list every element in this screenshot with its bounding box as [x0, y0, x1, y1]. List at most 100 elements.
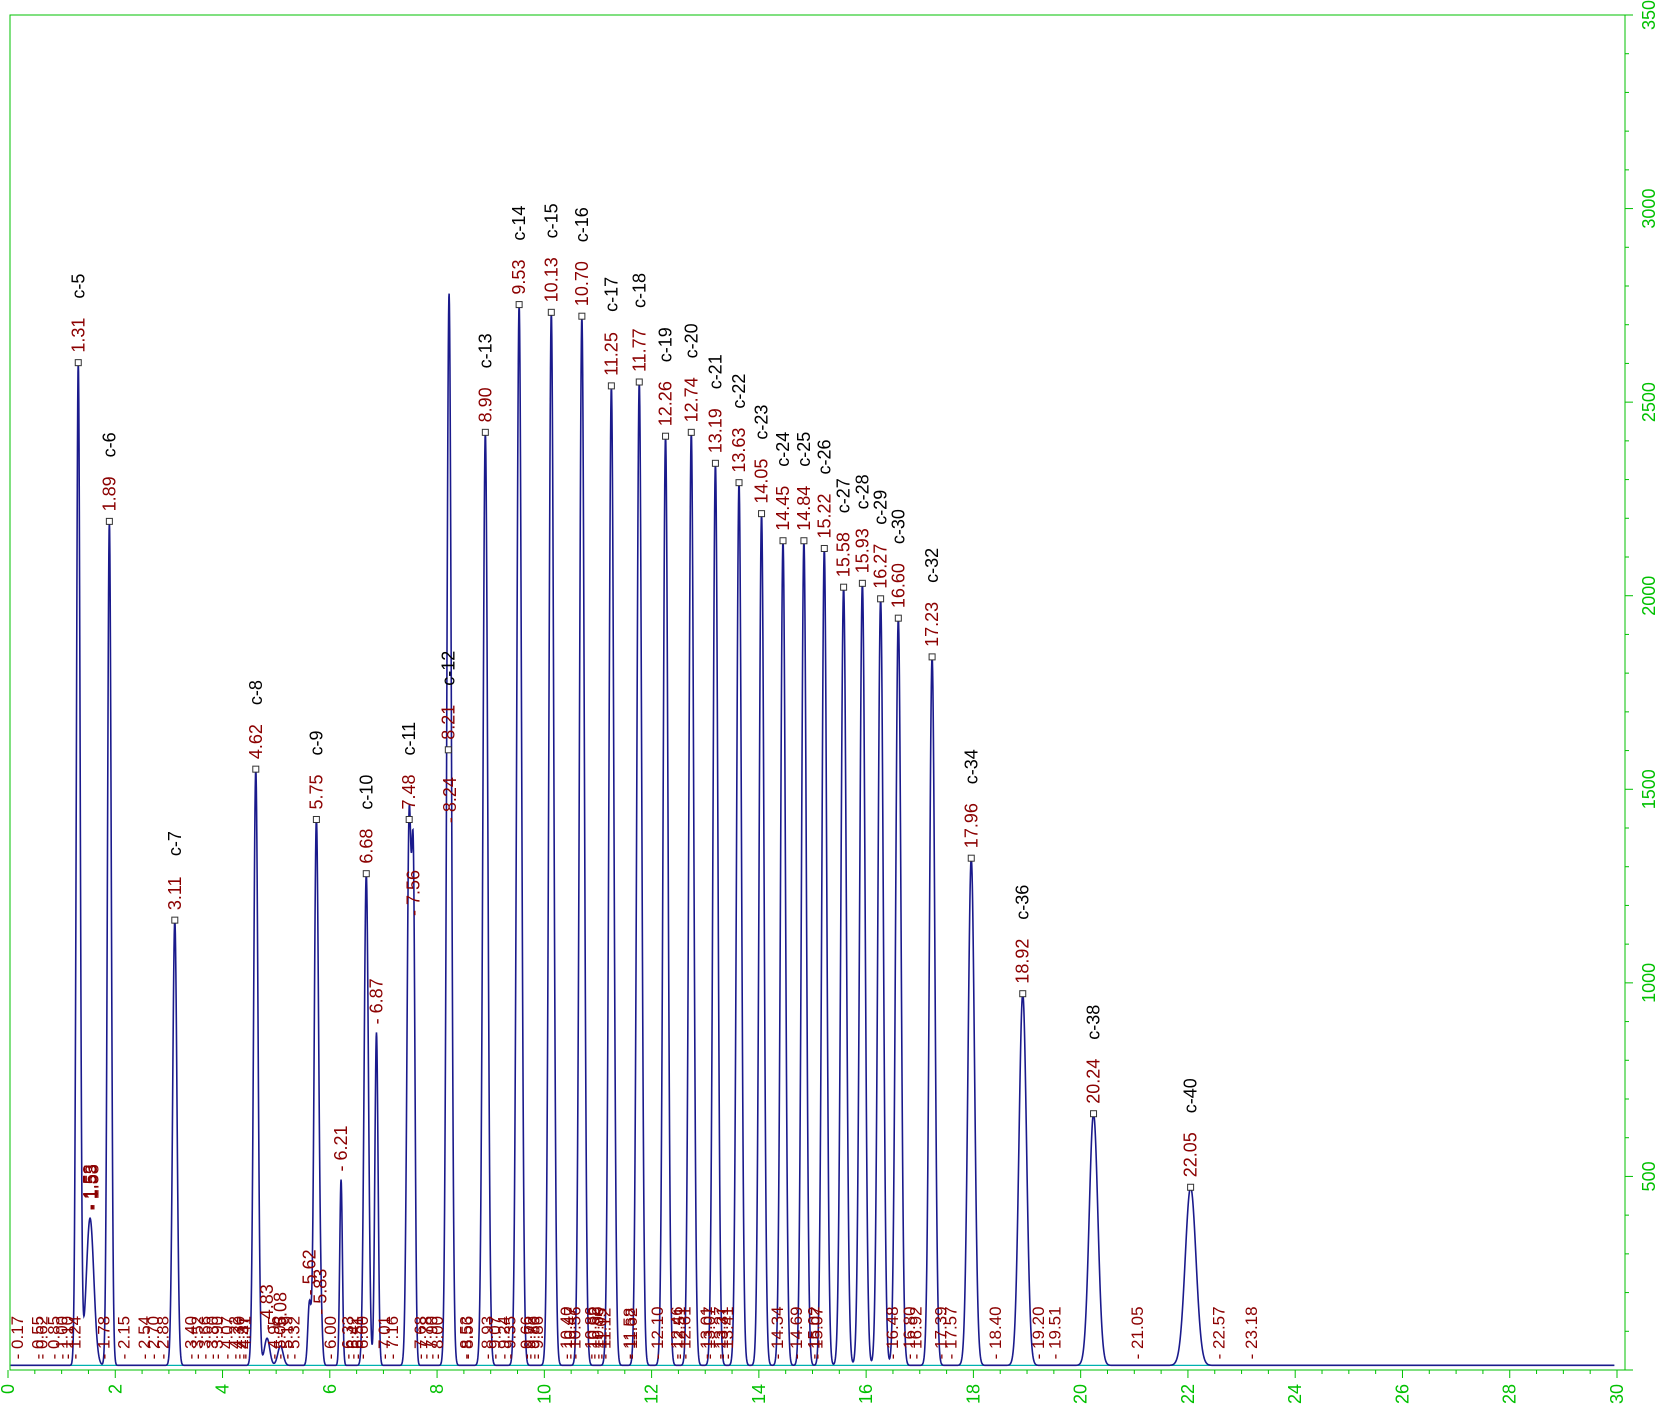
- minor-peak-label: - 8.00: [428, 1316, 447, 1359]
- peak-rt-label: 9.53: [509, 260, 529, 295]
- peak-apex-marker: [967, 854, 975, 862]
- peak-apex-marker: [1019, 990, 1027, 998]
- x-tick-label: 22: [1178, 1384, 1198, 1404]
- minor-peak-label: - 6.00: [321, 1316, 340, 1359]
- peak-rt-label: 17.96: [961, 803, 981, 848]
- peak-name-label: c-10: [356, 775, 376, 810]
- peak-rt-label: 12.26: [656, 381, 676, 426]
- minor-peak-label: - 10.99: [588, 1306, 607, 1359]
- peak-apex-marker: [312, 815, 320, 823]
- peak-name-label: c-8: [246, 680, 266, 705]
- peak-markers: [74, 301, 1195, 1191]
- peak-name-label: c-34: [961, 749, 981, 784]
- minor-peak-label: - 4.30: [230, 1316, 249, 1359]
- peak-name-label: c-18: [629, 273, 649, 308]
- peak-name-label: c-28: [852, 474, 872, 509]
- minor-peak-label: - 3.90: [208, 1316, 227, 1359]
- y-tick-label: 3000: [1639, 189, 1659, 229]
- x-tick-label: 26: [1392, 1384, 1412, 1404]
- peak-name-label: c-11: [399, 722, 419, 756]
- peak-apex-marker: [1187, 1183, 1195, 1191]
- minor-peak-label: - 19.20: [1029, 1306, 1048, 1359]
- peak-rt-label: 6.68: [356, 829, 376, 864]
- minor-peak-label: - 13.07: [700, 1306, 719, 1359]
- minor-peak-label: - 23.18: [1242, 1306, 1261, 1359]
- y-tick-label: 2000: [1639, 576, 1659, 616]
- peak-rt-label: 1.89: [99, 476, 119, 511]
- peak-rt-label: - 4.83: [257, 1284, 277, 1330]
- minor-peak-label: - 11.05: [592, 1308, 611, 1360]
- minor-peak-label: - 17.39: [932, 1306, 951, 1359]
- peak-rt-label: - 1.55: [81, 1164, 101, 1210]
- minor-peak-label: - 5.32: [284, 1316, 303, 1359]
- x-tick-label: 10: [534, 1384, 554, 1404]
- peak-rt-label: 1.31: [68, 318, 88, 353]
- minor-peak-label: - 15.02: [805, 1306, 824, 1359]
- minor-peak-label: - 16.80: [900, 1306, 919, 1359]
- minor-peak-label: - 11.12: [595, 1308, 614, 1360]
- peak-rt-label: - 7.56: [403, 870, 423, 916]
- peak-apex-marker: [635, 378, 643, 386]
- peak-apex-marker: [444, 746, 452, 754]
- minor-peak-label: - 2.70: [144, 1316, 163, 1359]
- peak-rt-label: 3.11: [165, 876, 185, 910]
- peak-rt-label: 22.05: [1181, 1132, 1201, 1177]
- peak-apex-marker: [820, 544, 828, 552]
- peak-name-label: c-32: [922, 548, 942, 583]
- peak-apex-marker: [405, 815, 413, 823]
- minor-peak-label: - 9.07: [485, 1316, 504, 1359]
- minor-peak-label: - 8.53: [456, 1316, 475, 1359]
- x-tick-label: 2: [105, 1384, 125, 1394]
- peak-name-label: c-23: [752, 405, 772, 440]
- minor-peak-label: - 3.52: [188, 1316, 207, 1359]
- peak-rt-label: - 5.62: [299, 1249, 319, 1295]
- peak-name-label: c-9: [306, 730, 326, 755]
- minor-peak-label: - 8.56: [458, 1316, 477, 1359]
- peak-apex-marker: [515, 301, 523, 309]
- peak-apex-marker: [779, 537, 787, 545]
- minor-peak-label: - 12.46: [667, 1306, 686, 1359]
- x-tick-label: 30: [1607, 1384, 1627, 1404]
- minor-peak-label: - 13.41: [718, 1306, 737, 1359]
- peak-rt-label: 15.58: [834, 532, 854, 577]
- minor-peak-labels: - 0.17- 0.55- 0.62- 0.85- 1.00- 1.10- 1.…: [8, 1306, 1261, 1359]
- minor-peak-label: - 0.85: [45, 1316, 64, 1359]
- minor-peak-label: - 16.48: [883, 1306, 902, 1359]
- peak-rt-label: 12.74: [681, 377, 701, 422]
- minor-peak-label: - 2.54: [135, 1316, 154, 1359]
- peak-name-label: c-30: [888, 509, 908, 544]
- minor-peak-label: - 13.01: [697, 1306, 716, 1359]
- minor-peak-label: - 9.66: [517, 1316, 536, 1359]
- minor-peak-label: - 11.58: [620, 1308, 639, 1360]
- peak-rt-label: 10.70: [572, 261, 592, 306]
- x-axis: 0 2 4 6 8 10 12 14 16 18 20 22 24 26 28 30: [0, 1370, 1627, 1404]
- minor-peak-label: - 21.05: [1128, 1306, 1147, 1359]
- minor-peak-label: - 12.51: [670, 1306, 689, 1359]
- y-axis: 500 1000 1500 2000 2500 3000 350: [1625, 0, 1659, 1371]
- minor-peak-label: - 1.10: [58, 1316, 77, 1359]
- peak-rt-label: 16.27: [871, 544, 891, 589]
- minor-peak-label: - 11.62: [622, 1308, 641, 1360]
- peak-name-label: c-40: [1181, 1078, 1201, 1113]
- minor-peak-label: - 3.80: [203, 1316, 222, 1359]
- peak-rt-label: 16.60: [888, 563, 908, 608]
- peak-name-label: c-7: [165, 831, 185, 856]
- peak-rt-label: - 8.24: [440, 777, 460, 823]
- peak-apex-marker: [928, 653, 936, 661]
- minor-peak-label: - 6.33: [338, 1316, 357, 1359]
- y-tick-label: 1000: [1639, 963, 1659, 1003]
- peak-apex-marker: [252, 765, 260, 773]
- minor-peak-label: - 1.24: [66, 1316, 85, 1359]
- minor-peak-label: - 9.72: [520, 1316, 539, 1359]
- plot-frame: [9, 14, 1626, 1371]
- minor-peak-label: - 14.34: [768, 1306, 787, 1359]
- minor-peak-label: - 0.17: [8, 1316, 27, 1359]
- peak-rt-label: - 6.21: [331, 1125, 351, 1171]
- peak-rt-label: 18.92: [1013, 939, 1033, 984]
- minor-peak-label: - 6.51: [348, 1316, 367, 1359]
- peak-rt-label: 10.13: [541, 257, 561, 302]
- minor-peak-label: - 7.16: [383, 1316, 402, 1359]
- peak-apex-marker: [711, 459, 719, 467]
- peak-apex-marker: [171, 916, 179, 924]
